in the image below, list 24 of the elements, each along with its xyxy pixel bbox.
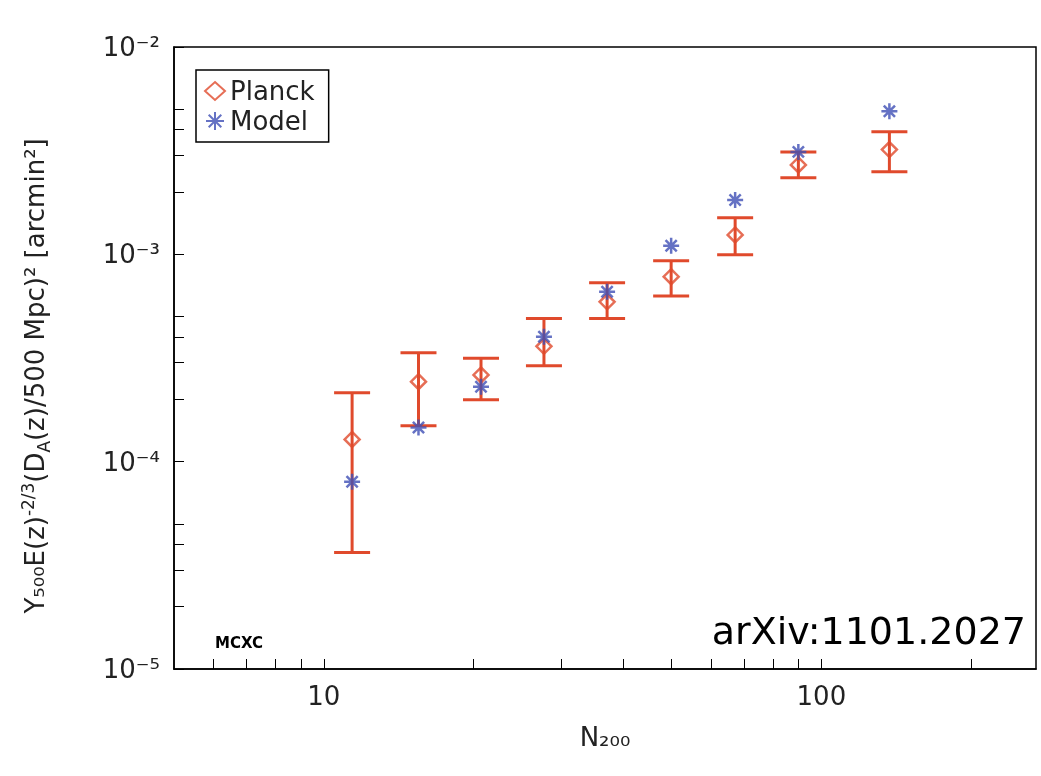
- point: [471, 377, 491, 396]
- point: [535, 337, 553, 356]
- point: [789, 142, 808, 162]
- annotation: MCXC: [215, 633, 263, 652]
- point: [534, 327, 554, 347]
- y-tick-label: 10⁻⁴: [102, 446, 160, 477]
- x-tick-label: 10: [307, 681, 341, 711]
- point: [597, 282, 617, 301]
- point: [662, 267, 680, 286]
- point: [472, 366, 490, 384]
- legend-label: Model: [230, 106, 309, 136]
- point: [726, 226, 744, 244]
- point: [725, 190, 745, 210]
- x-axis-title: N₂₀₀: [578, 722, 632, 752]
- annotation: arXiv:1101.2027: [711, 609, 1027, 653]
- point: [598, 293, 616, 311]
- legend-label: Planck: [230, 76, 315, 106]
- y-tick-label: 10⁻⁵: [102, 654, 160, 684]
- y-tick-label: 10⁻²: [102, 32, 160, 62]
- y-tick-label: 10⁻³: [102, 239, 160, 270]
- x-tick-label: 100: [796, 681, 847, 711]
- point: [342, 472, 362, 492]
- point: [661, 236, 681, 255]
- point: [343, 430, 361, 449]
